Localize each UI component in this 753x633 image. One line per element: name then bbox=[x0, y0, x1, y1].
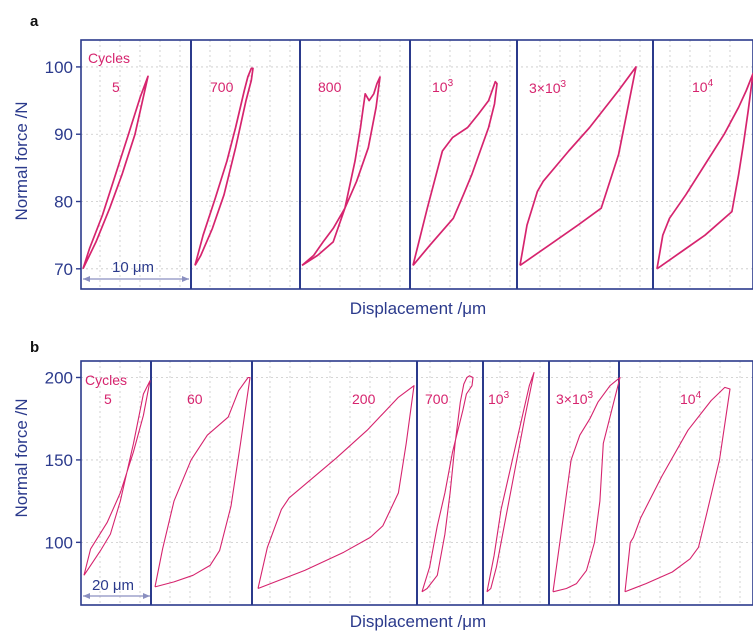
hysteresis-loop-a-3 bbox=[412, 80, 498, 266]
cycle-label: 103 bbox=[432, 78, 454, 95]
cycle-label: 5 bbox=[104, 391, 112, 407]
panel-a-x-axis-title: Displacement /μm bbox=[350, 299, 486, 318]
panel-b-scale-bar: 20 μm bbox=[83, 577, 150, 599]
y-tick-label: 80 bbox=[54, 193, 73, 212]
cycle-label: 700 bbox=[210, 79, 234, 95]
y-tick-label: 200 bbox=[45, 368, 73, 387]
hysteresis-loop-b-6 bbox=[624, 386, 731, 593]
y-tick-label: 70 bbox=[54, 260, 73, 279]
panel-b-scale-bar-label: 20 μm bbox=[92, 577, 134, 594]
hysteresis-loop-a-5 bbox=[656, 72, 753, 270]
panel-a-scale-bar-label: 10 μm bbox=[112, 259, 154, 276]
cycle-label: 200 bbox=[352, 391, 376, 407]
hysteresis-loop-b-1 bbox=[154, 376, 251, 588]
y-tick-label: 100 bbox=[45, 58, 73, 77]
cycle-label: 700 bbox=[425, 391, 449, 407]
panel-a-frame bbox=[80, 39, 753, 290]
panel-a-y-axis-title: Normal force /N bbox=[12, 101, 31, 220]
panel-b-x-axis-title: Displacement /μm bbox=[350, 612, 486, 631]
panel-b-grid bbox=[81, 361, 753, 605]
scale-bar-right-arrow bbox=[182, 276, 189, 282]
panel-b-curves bbox=[83, 371, 731, 593]
hysteresis-loop-b-0 bbox=[83, 380, 151, 576]
cycle-label: 104 bbox=[680, 390, 702, 407]
panel-a-letter: a bbox=[30, 13, 39, 30]
panel-a-scale-bar: 10 μm bbox=[83, 259, 189, 282]
panel-a-legend-title: Cycles bbox=[88, 50, 130, 66]
scale-bar-left-arrow bbox=[83, 593, 90, 599]
cycle-label: 800 bbox=[318, 79, 342, 95]
cycle-label: 3×103 bbox=[529, 79, 567, 96]
scale-bar-left-arrow bbox=[83, 276, 90, 282]
panel-b-legend-title: Cycles bbox=[85, 372, 127, 388]
scale-bar-right-arrow bbox=[143, 593, 150, 599]
hysteresis-loop-b-3 bbox=[421, 375, 474, 593]
panel-a-cycle-labels: 5 700 800 103 3×103 104 bbox=[112, 78, 714, 96]
hysteresis-loop-b-5 bbox=[552, 376, 621, 593]
cycle-label: 103 bbox=[488, 390, 510, 407]
y-tick-label: 90 bbox=[54, 125, 73, 144]
hysteresis-loop-b-2 bbox=[257, 385, 415, 590]
hysteresis-loop-a-4 bbox=[519, 66, 637, 267]
panel-b-dividers bbox=[150, 361, 620, 605]
y-tick-label: 150 bbox=[45, 451, 73, 470]
panel-a: a 70 80 90 100 5 700 800 103 3×103 104 Cycles 10… bbox=[12, 13, 753, 318]
cycle-label: 60 bbox=[187, 391, 203, 407]
panel-a-y-ticks: 70 80 90 100 bbox=[45, 58, 81, 279]
hysteresis-loop-a-1 bbox=[194, 67, 254, 266]
panel-b-y-axis-title: Normal force /N bbox=[12, 398, 31, 517]
cycle-label: 3×103 bbox=[556, 390, 594, 407]
hysteresis-loop-a-0 bbox=[82, 75, 149, 270]
panel-b-cycle-labels: 5 60 200 700 103 3×103 104 bbox=[104, 390, 702, 407]
y-tick-label: 100 bbox=[45, 533, 73, 552]
panel-a-dividers bbox=[190, 40, 654, 289]
cycle-label: 5 bbox=[112, 79, 120, 95]
panel-a-curves bbox=[82, 66, 753, 270]
hysteresis-loop-a-2 bbox=[301, 76, 381, 267]
panel-b-y-ticks: 100 150 200 bbox=[45, 368, 81, 552]
hysteresis-loop-b-4 bbox=[486, 371, 535, 593]
panel-b-letter: b bbox=[30, 339, 39, 356]
cycle-label: 104 bbox=[692, 78, 714, 95]
